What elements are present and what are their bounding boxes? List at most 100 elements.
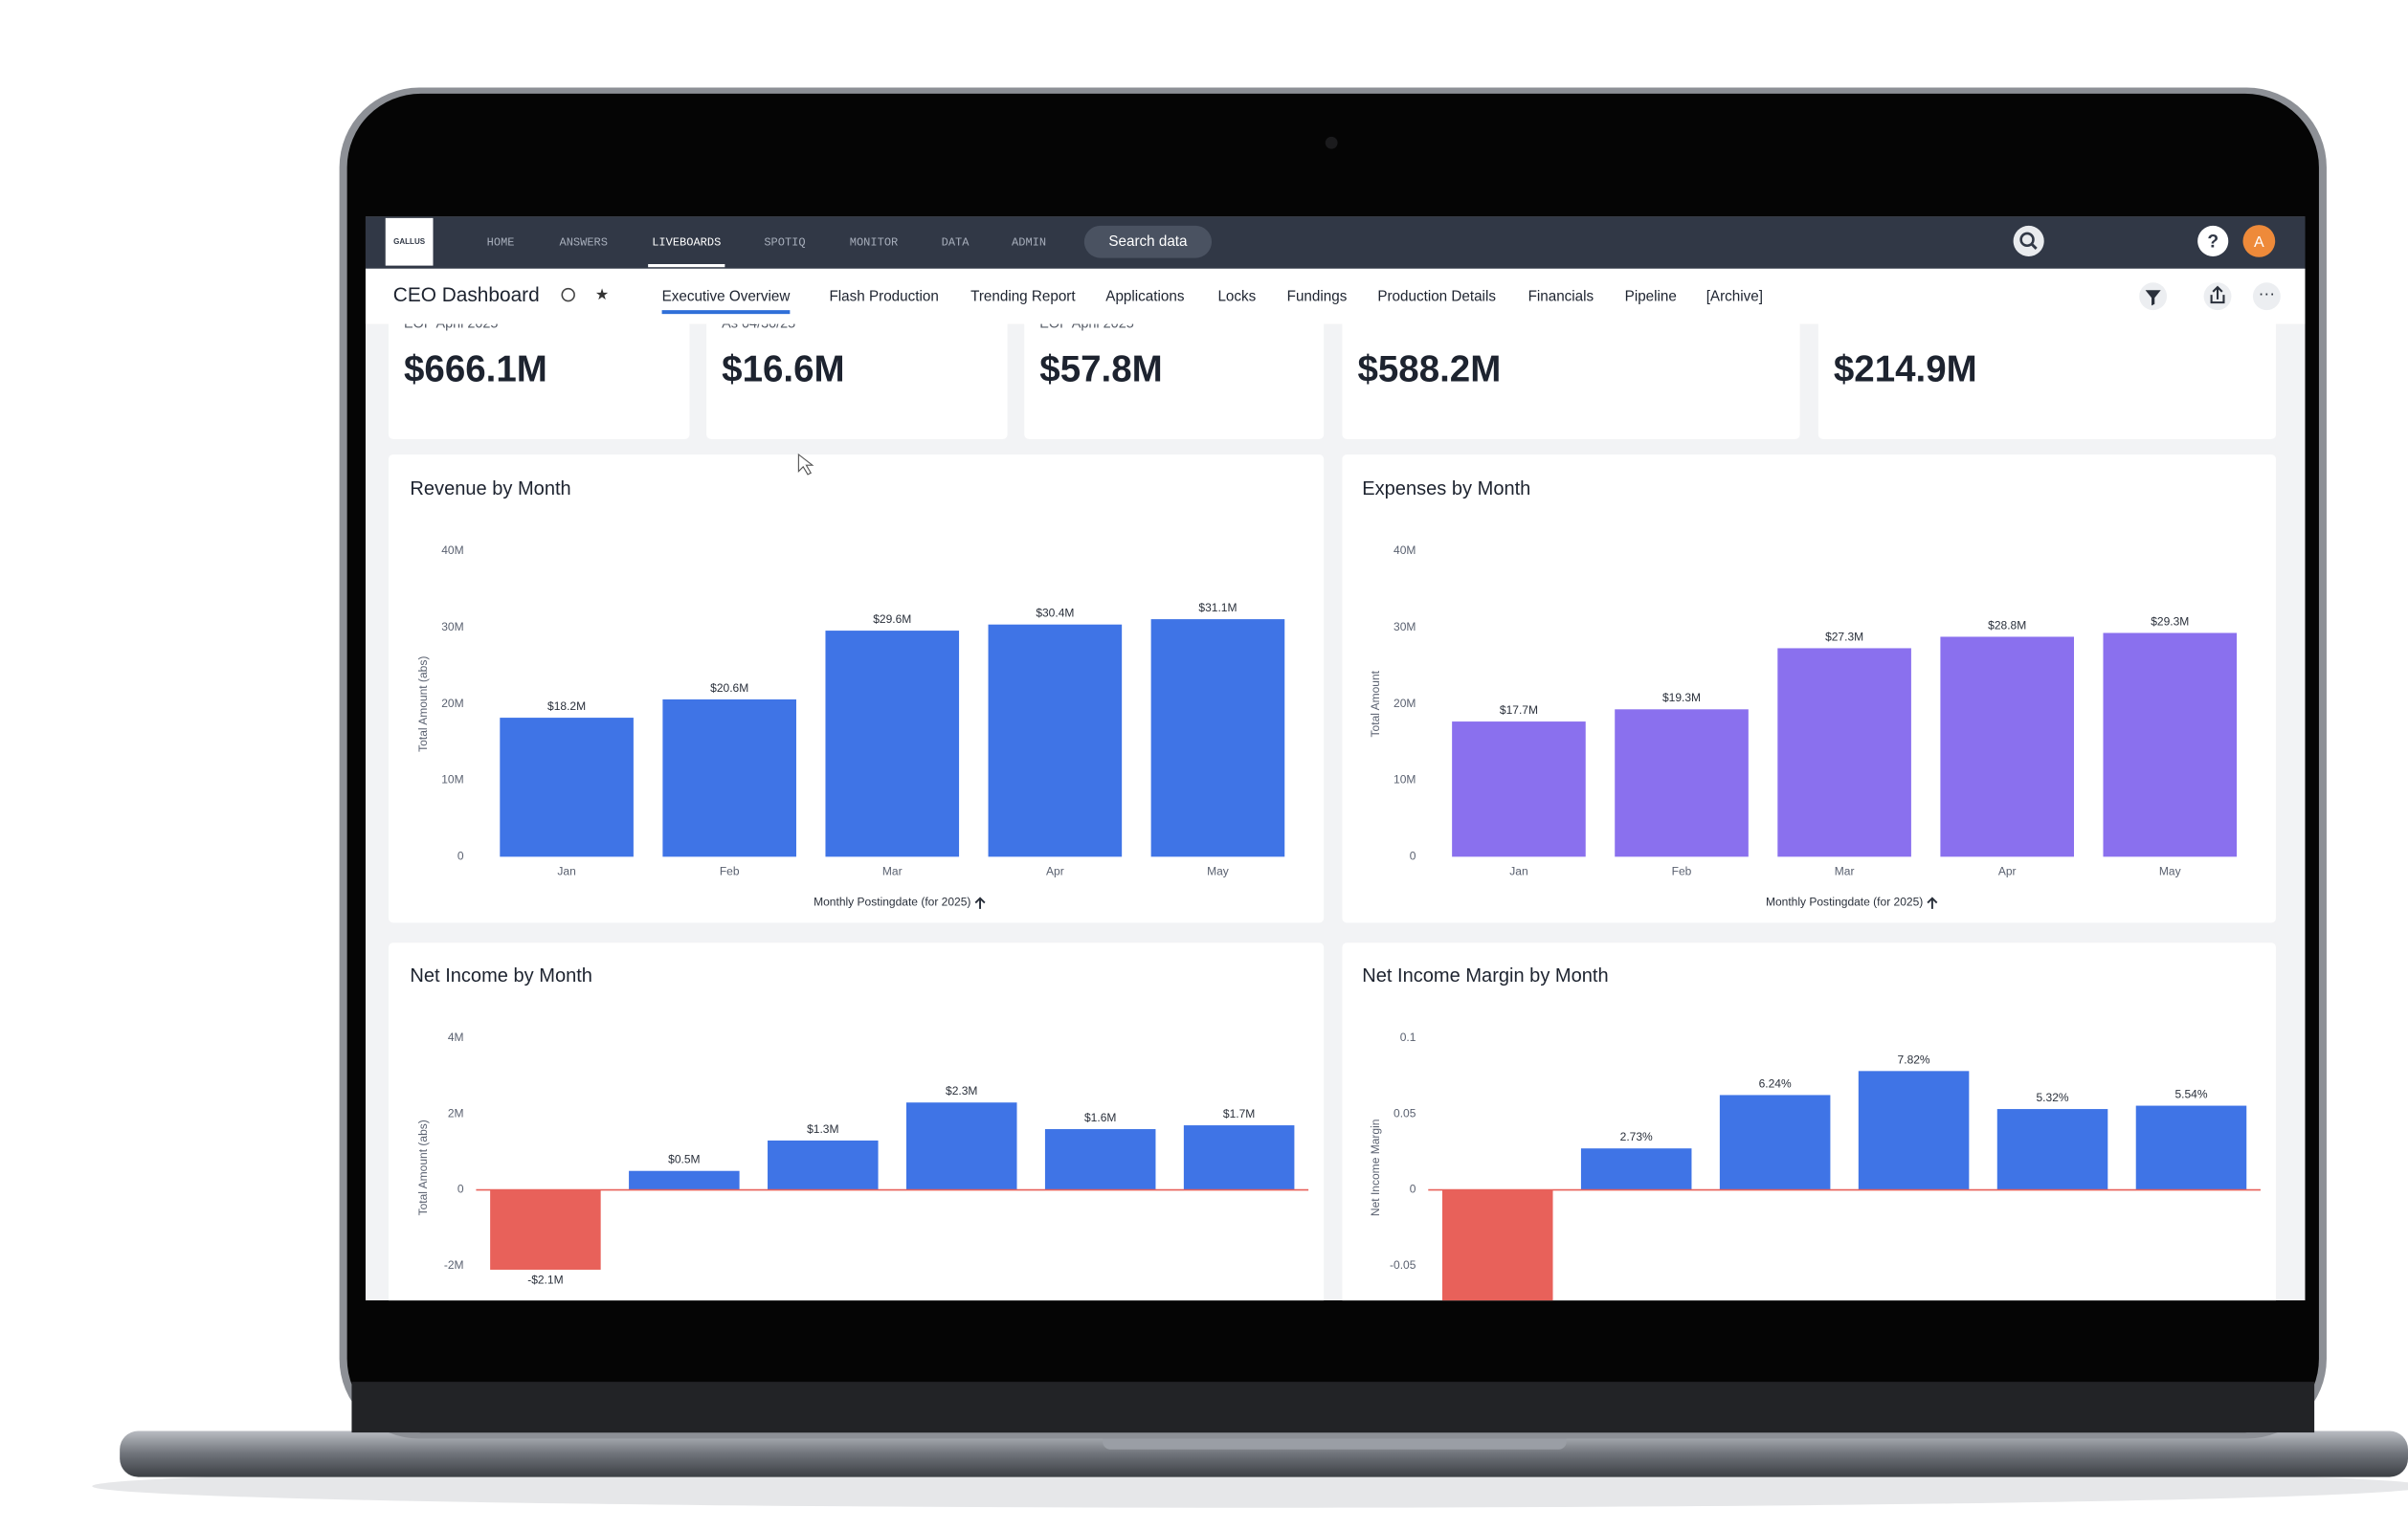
nav-items: HOME ANSWERS LIVEBOARDS SPOTIQ MONITOR DATA AD… <box>487 236 1046 268</box>
more-button[interactable] <box>2252 282 2281 311</box>
chart-title: Expenses by Month <box>1362 478 1530 499</box>
sort-arrow[interactable] <box>1927 897 1938 909</box>
tab[interactable]: Pipeline <box>1625 289 1677 305</box>
bar <box>1452 721 1586 857</box>
tab[interactable]: Applications <box>1105 289 1185 305</box>
search-placeholder[interactable]: Search data <box>1108 233 1188 250</box>
y-tick-label: 4M <box>448 1031 464 1044</box>
value-label: 2.73% <box>1620 1130 1653 1143</box>
kpi-value: $57.8M <box>1039 348 1162 389</box>
help-glyph: ? <box>2207 233 2218 253</box>
value-label: 5.32% <box>2036 1091 2068 1104</box>
avatar-initial: A <box>2254 233 2264 251</box>
bar <box>1150 619 1285 857</box>
nav-item[interactable]: DATA <box>942 236 970 250</box>
bar <box>1777 648 1911 857</box>
tab[interactable]: Production Details <box>1377 289 1496 305</box>
tabs: Executive Overview Flash Production Trendi… <box>661 289 1763 315</box>
search-icon[interactable] <box>2013 225 2044 256</box>
tab[interactable]: Locks <box>1217 289 1256 305</box>
value-label: 5.54% <box>2174 1088 2207 1101</box>
kpi-card <box>1342 306 1800 439</box>
chart-title: Revenue by Month <box>410 478 570 499</box>
kpi-value: $214.9M <box>1834 348 1977 389</box>
y-tick-label: 20M <box>1394 697 1416 710</box>
y-axis-label: Total Amount <box>1369 670 1382 737</box>
value-label: $28.8M <box>1988 618 2026 632</box>
x-axis-label: Monthly Postingdate (for 2025) <box>814 896 970 909</box>
y-tick-label: 20M <box>441 697 463 710</box>
x-tick-label: Apr <box>1998 865 2017 878</box>
dashboard-title: CEO Dashboard <box>393 284 540 306</box>
value-label: $31.1M <box>1198 601 1237 614</box>
info-icon[interactable] <box>561 287 575 302</box>
tab[interactable]: Executive Overview <box>662 289 792 305</box>
value-label: 7.82% <box>1898 1053 1930 1066</box>
value-label: 6.24% <box>1759 1076 1792 1090</box>
value-label: $1.3M <box>807 1122 838 1136</box>
nav-active-indicator <box>648 264 725 268</box>
nav-item[interactable]: SPOTIQ <box>764 236 805 250</box>
value-label: $2.3M <box>946 1084 977 1098</box>
x-tick-label: Jan <box>1509 865 1527 878</box>
cursor <box>797 453 814 476</box>
search-handle <box>2030 243 2038 250</box>
tab[interactable]: [Archive] <box>1706 289 1763 305</box>
nav-item[interactable]: ADMIN <box>1012 236 1046 250</box>
y-tick-label: 0 <box>457 1183 464 1196</box>
x-tick-label: Jan <box>557 865 575 878</box>
more-glyph: ··· <box>2259 284 2276 303</box>
y-tick-label: 40M <box>441 543 463 557</box>
bar <box>2103 632 2238 857</box>
bar <box>1441 1189 1553 1301</box>
bar <box>1940 636 2075 857</box>
nav-item[interactable]: ANSWERS <box>560 236 608 250</box>
tab[interactable]: Financials <box>1528 289 1594 305</box>
charts: Revenue by Month Total Amount (abs) Monthl… <box>410 478 2261 1301</box>
value-label: $18.2M <box>547 699 586 713</box>
value-label: -$2.1M <box>527 1273 563 1286</box>
y-tick-label: 30M <box>1394 620 1416 633</box>
x-tick-label: Apr <box>1046 865 1064 878</box>
tab[interactable]: Trending Report <box>970 289 1076 305</box>
tab-active-indicator <box>661 310 791 315</box>
value-label: $1.6M <box>1084 1111 1116 1124</box>
help-icon[interactable] <box>2197 225 2229 256</box>
nav-item[interactable]: LIVEBOARDS <box>652 236 721 250</box>
chart-card <box>388 942 1325 1301</box>
kpi-card <box>388 306 690 439</box>
bar <box>1858 1071 1970 1190</box>
search-box[interactable] <box>1083 225 1213 258</box>
y-tick-label: 10M <box>1394 773 1416 787</box>
logo-box <box>385 217 434 266</box>
y-tick-label: 0 <box>1410 1183 1416 1196</box>
x-tick-label: Feb <box>720 865 740 878</box>
bar <box>490 1189 601 1270</box>
tab[interactable]: Fundings <box>1287 289 1348 305</box>
avatar[interactable] <box>2242 225 2276 257</box>
y-axis-label: Total Amount (abs) <box>416 1120 430 1215</box>
bar <box>629 1170 740 1190</box>
star-icon[interactable]: ★ <box>595 286 609 303</box>
x-axis-label: Monthly Postingdate (for 2025) <box>1766 896 1923 909</box>
liveboard-header <box>365 268 2306 324</box>
bar <box>1615 709 1749 857</box>
value-label: $19.3M <box>1662 691 1701 704</box>
nav-item[interactable]: MONITOR <box>850 236 898 250</box>
nav-item[interactable]: HOME <box>487 236 515 250</box>
chart-title: Net Income by Month <box>410 965 592 987</box>
kpi-card <box>1024 306 1325 439</box>
sort-arrow[interactable] <box>974 897 986 909</box>
y-tick-label: 40M <box>1394 543 1416 557</box>
y-tick-label: 0 <box>457 850 464 863</box>
kpi-value: $588.2M <box>1357 348 1501 389</box>
bar <box>1183 1125 1295 1190</box>
bar <box>1044 1129 1156 1190</box>
bar <box>2135 1105 2247 1190</box>
x-tick-label: Feb <box>1672 865 1692 878</box>
tab[interactable]: Flash Production <box>829 289 938 305</box>
y-axis-label: Total Amount (abs) <box>416 656 430 752</box>
value-label: $29.6M <box>873 612 911 626</box>
